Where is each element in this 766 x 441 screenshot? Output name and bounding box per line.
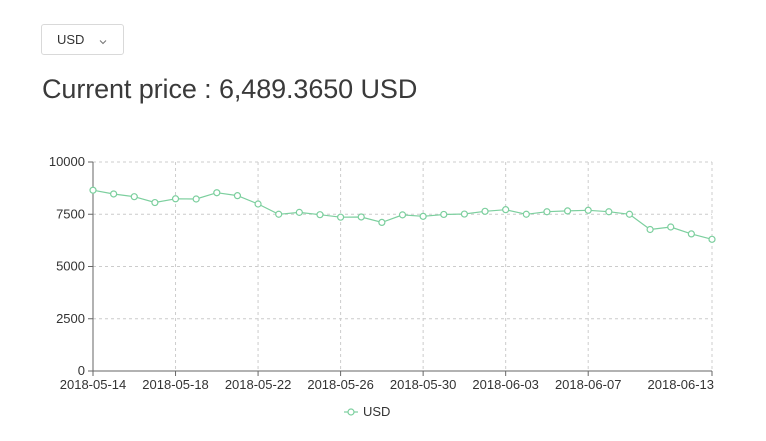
y-tick-label: 7500: [56, 206, 85, 221]
data-point: [419, 212, 427, 220]
data-point: [295, 208, 303, 216]
x-tick-label: 2018-06-03: [472, 377, 539, 392]
x-tick-label: 2018-05-14: [60, 377, 127, 392]
data-point: [89, 186, 97, 194]
data-point: [213, 189, 221, 197]
data-point: [130, 193, 138, 201]
chevron-down-icon: [98, 35, 108, 45]
price-currency: USD: [360, 74, 418, 104]
x-tick-label: 2018-05-26: [307, 377, 374, 392]
data-point: [316, 211, 324, 219]
y-tick-label: 5000: [56, 259, 85, 274]
data-point: [357, 213, 365, 221]
data-point: [233, 192, 242, 200]
y-tick-label: 10000: [49, 154, 85, 169]
data-point: [563, 207, 572, 215]
x-tick-label: 2018-05-22: [225, 377, 292, 392]
data-point: [378, 218, 386, 227]
y-tick-label: 0: [78, 363, 85, 378]
data-point: [192, 195, 200, 203]
data-point: [151, 198, 159, 207]
data-point: [337, 213, 345, 221]
data-point: [440, 210, 448, 219]
data-point: [275, 210, 283, 218]
data-point: [625, 210, 634, 218]
x-tick-label: 2018-05-30: [390, 377, 457, 392]
currency-select[interactable]: USD: [41, 24, 124, 55]
data-point: [481, 207, 489, 215]
data-point: [687, 230, 695, 238]
price-value: 6,489.3650: [218, 74, 354, 104]
data-point: [110, 190, 118, 198]
y-tick-label: 2500: [56, 311, 85, 326]
currency-select-value: USD: [57, 32, 85, 47]
data-point: [522, 210, 530, 218]
x-tick-label: 2018-06-07: [555, 377, 622, 392]
data-point: [171, 195, 180, 203]
x-tick-label: 2018-05-18: [142, 377, 209, 392]
price-label: Current price :: [42, 74, 219, 104]
page-title: Current price : 6,489.3650 USD: [42, 74, 417, 105]
data-point: [646, 225, 654, 234]
data-point: [254, 200, 262, 208]
data-point: [584, 206, 592, 214]
legend-marker: [347, 408, 355, 416]
data-point: [502, 206, 510, 214]
legend-label: USD: [363, 404, 390, 419]
data-point: [667, 223, 675, 231]
data-point: [708, 235, 716, 243]
data-point: [398, 211, 407, 219]
data-point: [605, 208, 613, 216]
data-point: [460, 210, 468, 218]
x-tick-label: 2018-06-13: [648, 377, 715, 392]
data-point: [543, 208, 551, 216]
